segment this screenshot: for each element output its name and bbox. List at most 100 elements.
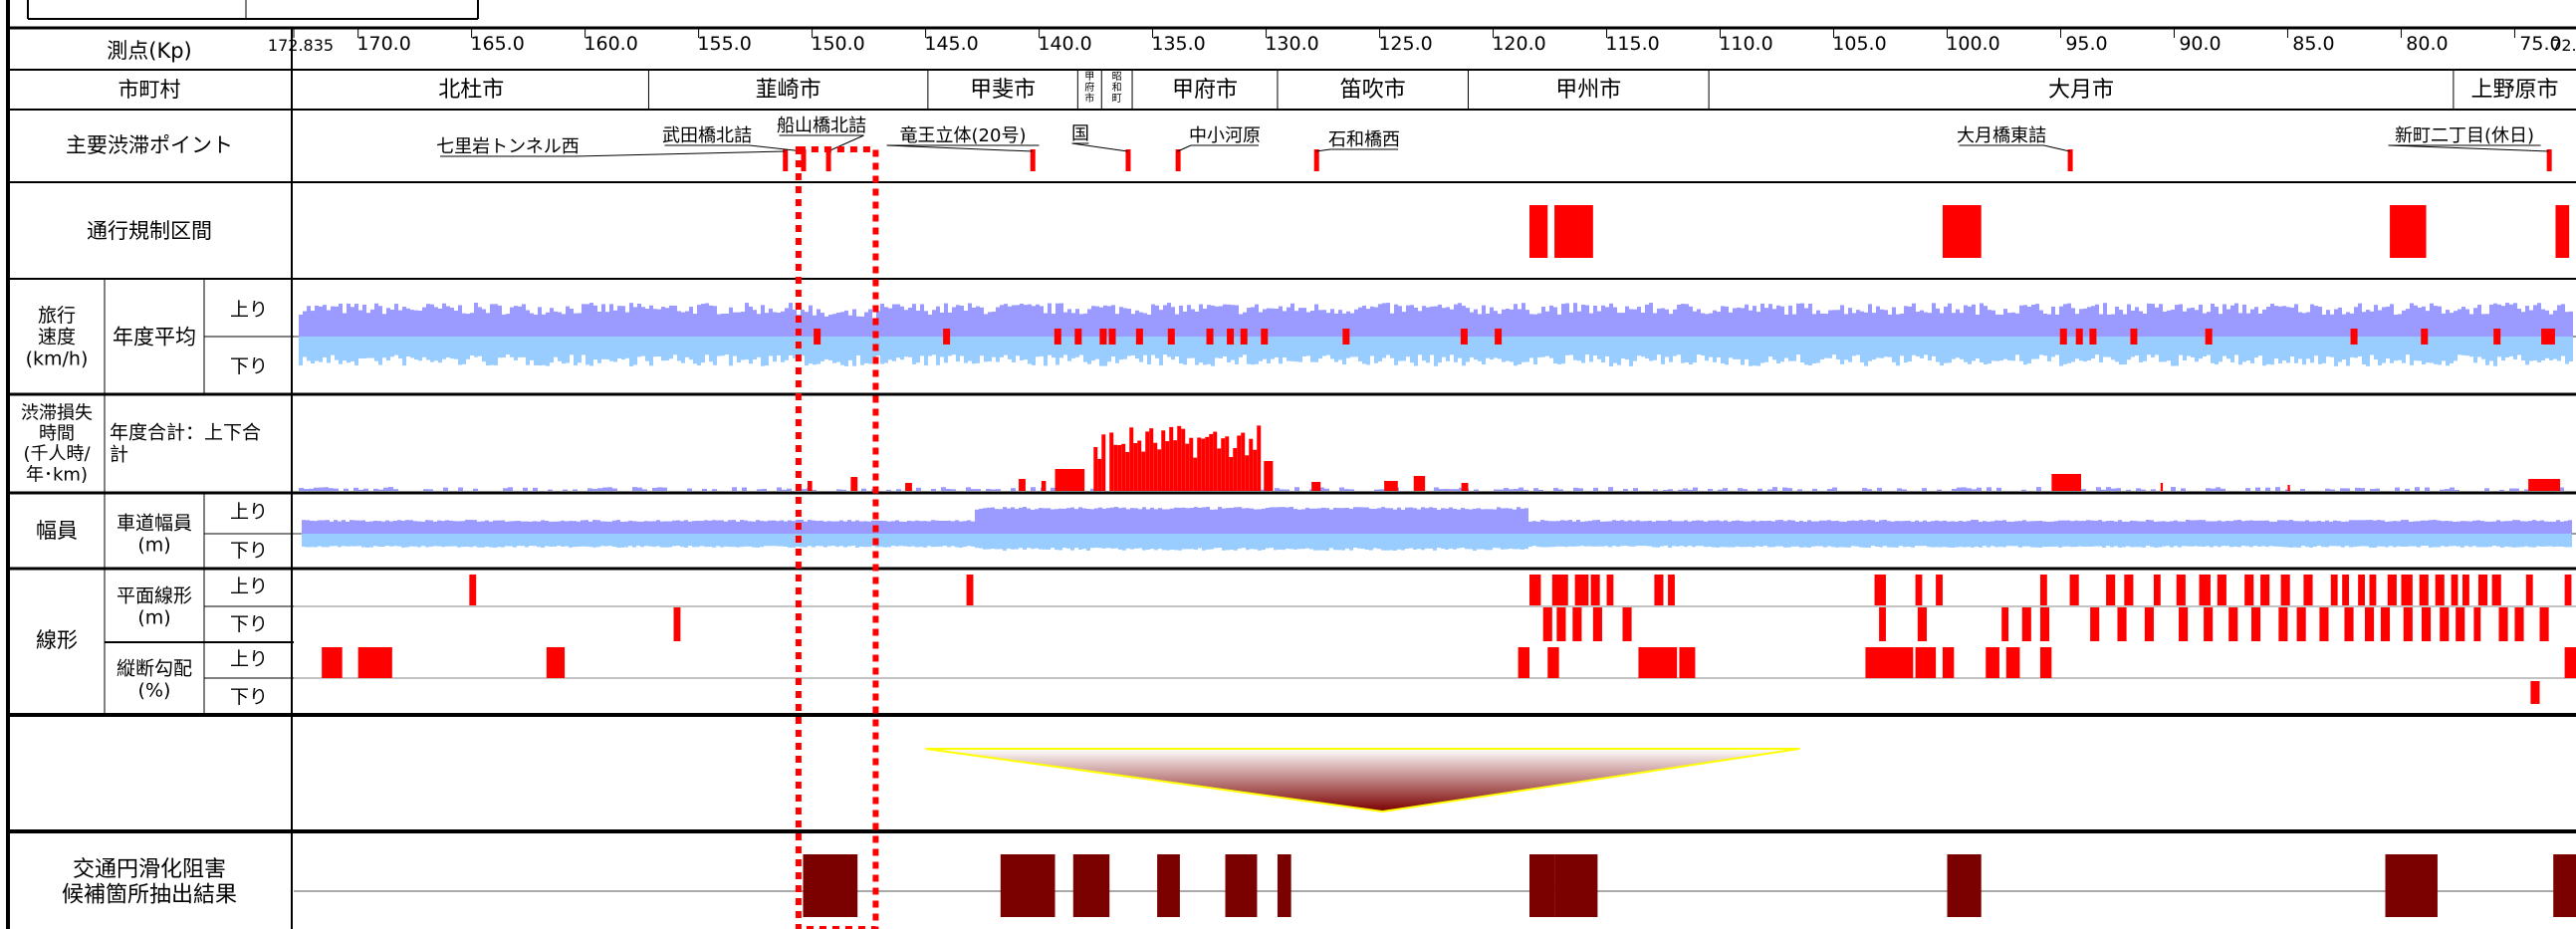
- width-up-bar: [1501, 508, 1505, 534]
- width-down-bar: [1182, 534, 1186, 550]
- speed-up-bar: [2151, 304, 2155, 337]
- speed-up-bar: [1322, 310, 1326, 337]
- width-down-bar: [1309, 534, 1313, 550]
- width-down-bar: [2233, 534, 2237, 547]
- width-up-bar: [318, 520, 322, 534]
- loss-bar: [1877, 487, 1882, 491]
- width-up-bar: [592, 520, 596, 534]
- width-up-bar: [1580, 521, 1584, 534]
- width-down-bar: [1421, 534, 1425, 551]
- speed-down-bar: [426, 337, 430, 360]
- width-up-bar: [405, 520, 409, 534]
- loss-bar: [2375, 488, 2380, 491]
- width-up-bar: [2540, 520, 2544, 534]
- speed-up-bar: [390, 309, 394, 337]
- width-down-bar: [1047, 534, 1051, 550]
- width-down-bar: [1286, 534, 1289, 549]
- width-up-bar: [919, 521, 923, 534]
- speed-up-bar: [1653, 313, 1657, 337]
- width-down-bar: [716, 534, 720, 547]
- width-up-bar: [1680, 521, 1684, 534]
- loss-bar: [1593, 487, 1598, 491]
- width-up-bar: [377, 521, 381, 534]
- speed-down-bar: [1044, 337, 1048, 366]
- speed-up-bar: [2418, 307, 2422, 337]
- speed-up-bar: [1900, 313, 1904, 337]
- speed-up-bar: [2358, 303, 2362, 337]
- congestion-point-label: 七里岩トンネル西: [436, 136, 580, 157]
- loss-bar: [2111, 488, 2116, 491]
- speed-up-bar: [753, 310, 757, 337]
- width-sub-label: 車道幅員(m): [117, 513, 192, 557]
- speed-up-bar: [362, 304, 366, 337]
- width-up-bar: [2457, 521, 2460, 534]
- width-down-bar: [1584, 534, 1588, 547]
- width-up-bar: [1963, 521, 1967, 534]
- speed-up-bar: [1115, 314, 1119, 337]
- speed-up-bar: [1386, 303, 1390, 337]
- width-down-bar: [2468, 534, 2472, 548]
- speed-up-bar: [1474, 309, 1478, 337]
- width-up-bar: [692, 521, 696, 534]
- width-up-bar: [2449, 521, 2453, 534]
- speed-down-bar: [343, 337, 347, 361]
- speed-up-bar: [1645, 304, 1649, 337]
- width-down-bar: [477, 534, 481, 548]
- width-up-bar: [1234, 507, 1238, 534]
- speed-up-bar: [1848, 308, 1852, 337]
- width-up-bar: [417, 521, 421, 534]
- speed-up-bar: [1000, 305, 1004, 337]
- loss-sub-label: 年度合計：上下合計: [110, 422, 261, 466]
- loss-bar: [314, 487, 319, 491]
- congestion-point-leader: [749, 144, 804, 152]
- speed-down-bar: [1012, 337, 1016, 362]
- speed-up-bar: [2354, 307, 2358, 337]
- loss-red-bar: [1041, 481, 1047, 491]
- width-down-bar: [1875, 534, 1879, 547]
- width-up-bar: [1787, 520, 1791, 534]
- speed-up-bar: [1426, 307, 1430, 337]
- loss-bar: [2245, 488, 2250, 491]
- speed-up-bar: [2278, 306, 2282, 337]
- plan-down-bar: [2319, 607, 2329, 641]
- speed-down-bar: [2111, 337, 2115, 360]
- speed-down-bar: [530, 337, 534, 360]
- loss-red-bar: [1137, 440, 1142, 491]
- loss-bar: [2141, 489, 2146, 491]
- width-down-bar: [1190, 534, 1194, 550]
- width-up-bar: [1194, 507, 1198, 534]
- speed-up-bar: [1605, 307, 1609, 337]
- speed-down-bar: [414, 337, 418, 360]
- width-up-bar: [581, 520, 585, 534]
- width-up-bar: [1425, 508, 1429, 534]
- loss-bar: [642, 489, 647, 491]
- loss-red-bar: [1133, 443, 1138, 491]
- speed-down-bar: [2131, 337, 2135, 357]
- speed-down-bar: [1713, 337, 1717, 362]
- plan-up-bar: [2039, 575, 2047, 605]
- speed-down-bar: [585, 337, 589, 365]
- loss-bar: [966, 487, 971, 491]
- municipality-label-char: 昭: [1112, 71, 1122, 83]
- speed-red-mark: [2205, 329, 2213, 345]
- speed-up-bar: [1510, 309, 1514, 337]
- speed-down-bar: [928, 337, 932, 356]
- speed-down-bar: [1083, 337, 1087, 362]
- width-down-bar: [2413, 534, 2417, 547]
- width-down-bar: [2038, 534, 2042, 548]
- width-down-bar: [1461, 534, 1465, 549]
- congestion-point-leader: [827, 134, 864, 152]
- width-up-bar: [397, 520, 401, 534]
- speed-down-bar: [1490, 337, 1494, 360]
- width-down-bar: [2102, 534, 2106, 548]
- kp-tick-label: 170.0: [356, 33, 410, 55]
- speed-down-bar: [538, 337, 542, 366]
- speed-up-bar: [1111, 305, 1115, 337]
- width-up-bar: [768, 520, 772, 534]
- speed-down-bar: [1936, 337, 1940, 362]
- speed-up-bar: [1199, 304, 1203, 337]
- speed-down-bar: [1709, 337, 1713, 357]
- width-down-bar: [353, 534, 357, 547]
- width-up-bar: [1923, 520, 1927, 534]
- width-up-bar: [2014, 521, 2018, 534]
